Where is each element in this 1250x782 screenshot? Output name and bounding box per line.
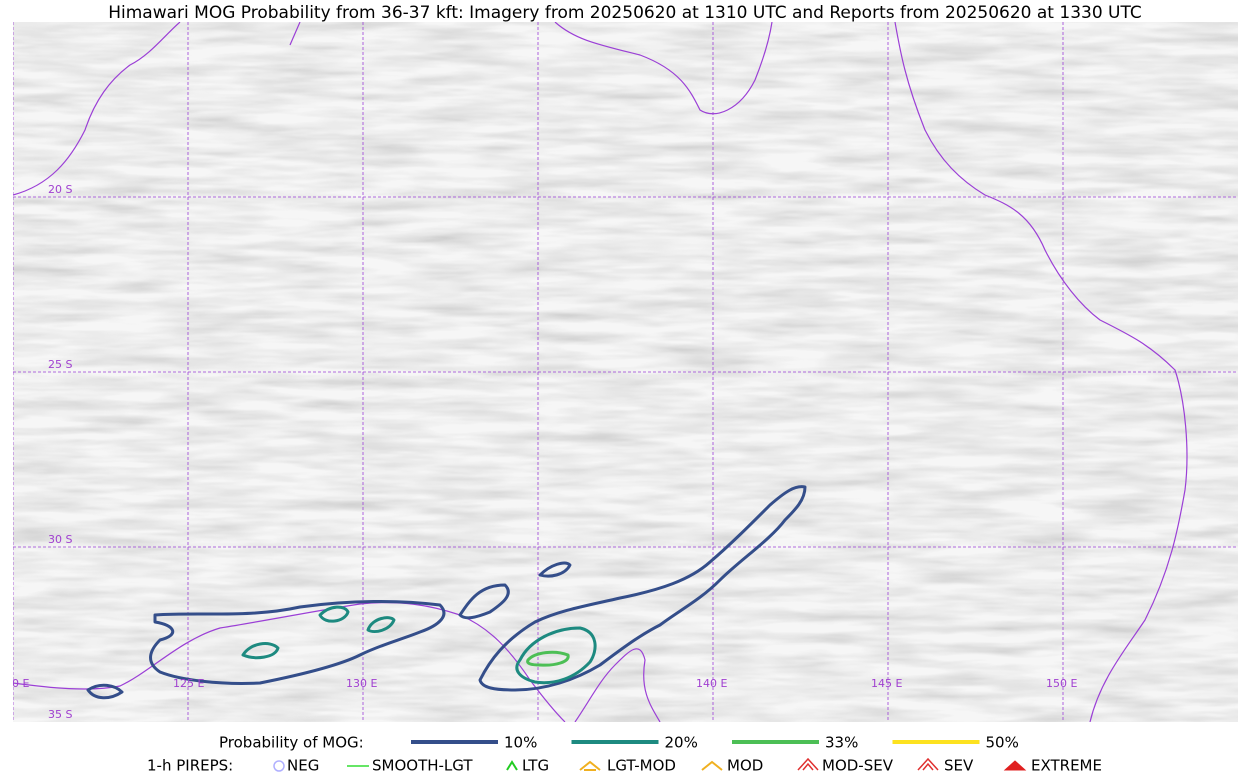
legend-label: 50% xyxy=(986,734,1019,752)
pirep-icon xyxy=(1003,760,1027,771)
legend-label: SMOOTH-LGT xyxy=(372,757,473,775)
lon-label: 150 E xyxy=(1046,677,1077,690)
grid xyxy=(13,22,1238,722)
map: 20 S 25 S 30 S 35 S 120 E 125 E 130 E 140 E 145 … xyxy=(0,22,1238,722)
legend-label: NEG xyxy=(287,757,319,775)
legend-label: LTG xyxy=(522,757,549,775)
legend-label: 10% xyxy=(504,734,537,752)
legend-label: 33% xyxy=(825,734,858,752)
legend-label: 20% xyxy=(665,734,698,752)
coastline xyxy=(13,602,661,722)
lon-label: 145 E xyxy=(871,677,902,690)
contour-10 xyxy=(86,683,124,700)
legend: Probability of MOG: 10% 20% 33% 50% 1-h PIREP… xyxy=(147,734,1102,775)
contour-10 xyxy=(478,485,807,692)
pirep-icon xyxy=(701,760,723,771)
mog-contours xyxy=(86,485,807,700)
pirep-icon xyxy=(797,757,819,771)
contour-20 xyxy=(241,605,597,685)
legend-label: LGT-MOD xyxy=(607,757,676,775)
lon-label: 120 E xyxy=(0,677,29,690)
lon-label: 125 E xyxy=(173,677,204,690)
legend-title: 1-h PIREPS: xyxy=(147,757,233,775)
legend-label: EXTREME xyxy=(1031,757,1102,775)
contour-10 xyxy=(458,583,510,620)
legend-label: MOD-SEV xyxy=(822,757,894,775)
title: Himawari MOG Probability from 36-37 kft:… xyxy=(108,3,1142,23)
legend-label: MOD xyxy=(727,757,763,775)
pirep-icon xyxy=(273,760,285,772)
pirep-icon xyxy=(506,760,518,771)
coastline xyxy=(13,22,1188,722)
contour-33 xyxy=(526,650,570,667)
lat-label: 20 S xyxy=(48,183,72,196)
contour-10 xyxy=(538,561,572,578)
lat-label: 35 S xyxy=(48,708,72,721)
lat-label: 25 S xyxy=(48,358,72,371)
pirep-icon xyxy=(579,760,601,771)
lon-label: 140 E xyxy=(696,677,727,690)
grid-labels: 20 S 25 S 30 S 35 S 120 E 125 E 130 E 140 E 145 … xyxy=(0,183,1077,721)
lat-label: 30 S xyxy=(48,533,72,546)
legend-label: SEV xyxy=(944,757,974,775)
legend-title: Probability of MOG: xyxy=(219,734,364,752)
pirep-icon xyxy=(917,757,939,771)
contour-10 xyxy=(149,599,446,685)
lon-label: 130 E xyxy=(346,677,377,690)
